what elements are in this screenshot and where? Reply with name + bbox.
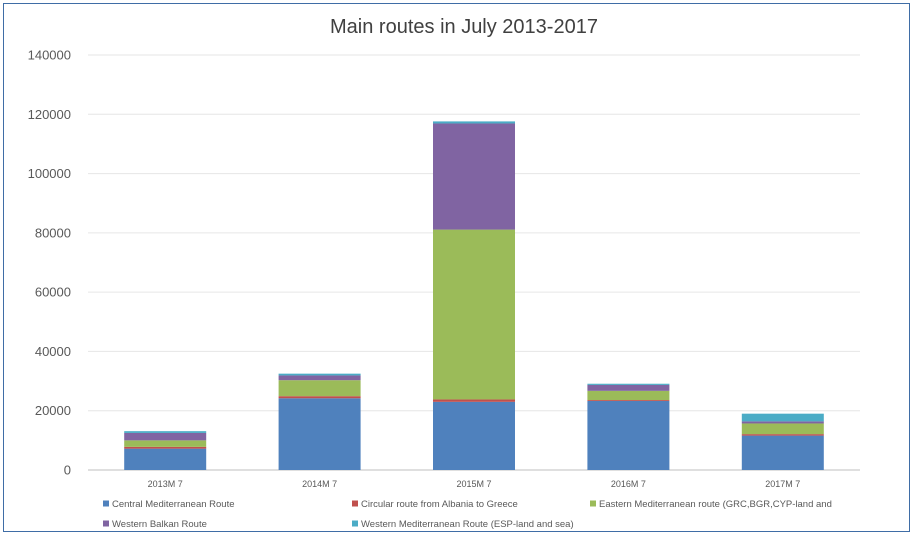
legend-swatch bbox=[103, 520, 109, 527]
bar-segment bbox=[278, 375, 361, 381]
bars bbox=[124, 121, 824, 470]
y-tick-label: 40000 bbox=[35, 344, 71, 359]
legend-label: Western Mediterranean Route (ESP-land an… bbox=[361, 519, 574, 530]
bar-segment bbox=[587, 400, 670, 470]
legend-label: Western Balkan Route bbox=[112, 519, 207, 530]
x-tick-label: 2016M 7 bbox=[611, 479, 646, 489]
bar-segment bbox=[741, 421, 824, 424]
legend-swatch bbox=[352, 520, 358, 527]
legend: Central Mediterranean Route Circular rout… bbox=[103, 499, 832, 530]
legend-swatch bbox=[103, 500, 109, 507]
bar-segment bbox=[433, 401, 515, 470]
bar-segment bbox=[124, 440, 207, 447]
bar-segment bbox=[741, 423, 824, 435]
legend-label: Circular route from Albania to Greece bbox=[361, 499, 518, 510]
y-tick-label: 100000 bbox=[28, 166, 71, 181]
bar-segment bbox=[433, 121, 515, 124]
legend-swatch bbox=[590, 500, 596, 507]
x-tick-label: 2014M 7 bbox=[302, 479, 337, 489]
y-tick-label: 120000 bbox=[28, 107, 71, 122]
bar-segment bbox=[124, 432, 207, 441]
x-tick-label: 2013M 7 bbox=[148, 479, 183, 489]
y-tick-label: 140000 bbox=[28, 48, 71, 63]
bar-segment bbox=[278, 380, 361, 397]
x-axis-ticks: 2013M 7 2014M 7 2015M 7 2016M 7 2017M 7 bbox=[148, 479, 801, 489]
chart-title: Main routes in July 2013-2017 bbox=[330, 16, 598, 38]
y-tick-label: 80000 bbox=[35, 225, 71, 240]
legend-label: Central Mediterranean Route bbox=[112, 499, 235, 510]
bar-segment bbox=[124, 446, 207, 449]
bar-segment bbox=[278, 398, 361, 470]
bar-segment bbox=[433, 399, 515, 402]
bar-segment bbox=[741, 435, 824, 470]
bar-segment bbox=[741, 413, 824, 422]
bar-segment bbox=[278, 373, 361, 376]
y-tick-label: 60000 bbox=[35, 285, 71, 300]
bar-segment bbox=[433, 123, 515, 230]
bar-segment bbox=[587, 383, 670, 385]
y-axis-ticks: 0 20000 40000 60000 80000 100000 120000 140000 bbox=[28, 48, 71, 478]
y-tick-label: 0 bbox=[64, 463, 71, 478]
legend-label: Eastern Mediterranean route (GRC,BGR,CYP… bbox=[599, 499, 832, 510]
y-tick-label: 20000 bbox=[35, 403, 71, 418]
bar-segment bbox=[741, 434, 824, 436]
bar-segment bbox=[587, 384, 670, 391]
bar-segment bbox=[433, 229, 515, 400]
bar-segment bbox=[587, 400, 670, 401]
bar-segment bbox=[124, 431, 207, 433]
x-tick-label: 2015M 7 bbox=[456, 479, 491, 489]
bar-segment bbox=[124, 448, 207, 470]
legend-swatch bbox=[352, 500, 358, 507]
bar-segment bbox=[587, 390, 670, 401]
x-tick-label: 2017M 7 bbox=[765, 479, 800, 489]
bar-segment bbox=[278, 396, 361, 399]
